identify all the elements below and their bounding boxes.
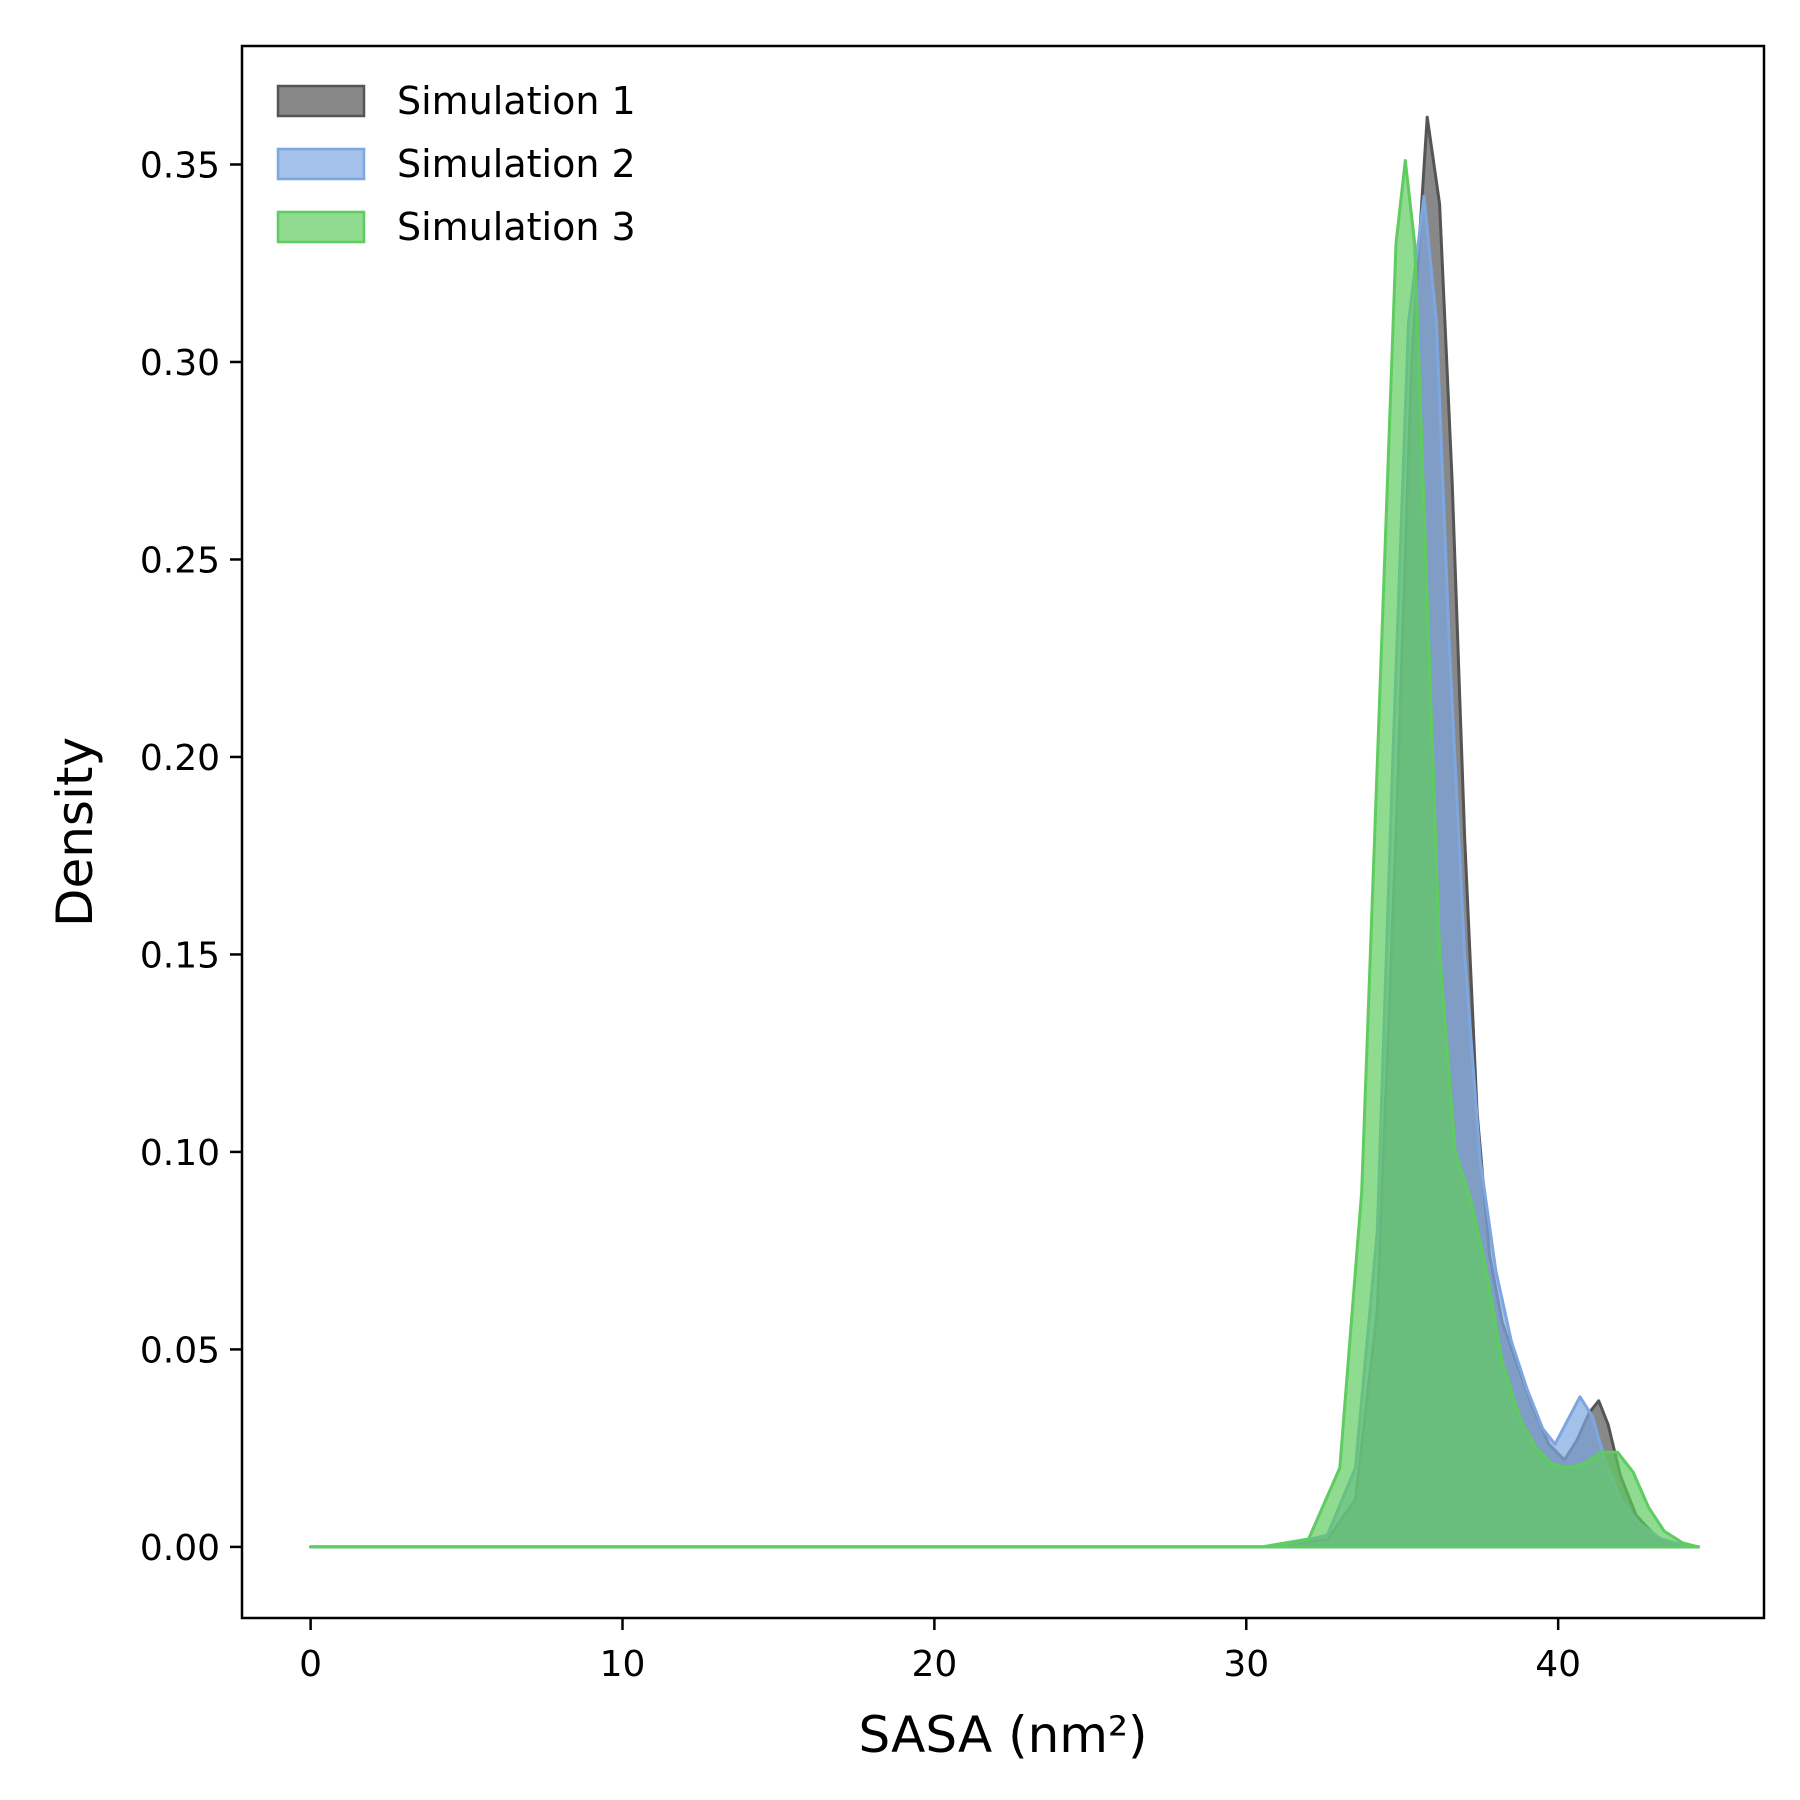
- y-tick-label: 0.00: [140, 1528, 220, 1569]
- x-tick-label: 0: [299, 1644, 322, 1685]
- y-tick-label: 0.15: [140, 935, 220, 976]
- series-layer: [309, 115, 1700, 1549]
- y-tick-label: 0.10: [140, 1133, 220, 1174]
- x-axis: 0 10 20 30 40: [299, 1618, 1581, 1685]
- y-tick-label: 0.05: [140, 1330, 220, 1371]
- legend-swatch-1: [276, 84, 366, 118]
- x-tick-label: 10: [600, 1644, 646, 1685]
- y-axis: 0.00 0.05 0.10 0.15 0.20 0.25 0.30 0.35: [140, 145, 242, 1569]
- y-tick-label: 0.20: [140, 738, 220, 779]
- legend: Simulation 1 Simulation 2 Simulation 3: [276, 79, 636, 249]
- legend-swatch-2: [276, 147, 366, 181]
- legend-swatch-3: [276, 210, 366, 244]
- x-axis-title: SASA (nm²): [858, 1706, 1147, 1764]
- x-tick-label: 20: [911, 1644, 957, 1685]
- y-tick-label: 0.35: [140, 145, 220, 186]
- x-tick-label: 40: [1535, 1644, 1581, 1685]
- y-axis-title: Density: [46, 737, 104, 927]
- legend-label-1: Simulation 1: [397, 79, 636, 123]
- legend-label-3: Simulation 3: [397, 205, 636, 249]
- x-tick-label: 30: [1223, 1644, 1269, 1685]
- y-tick-label: 0.30: [140, 343, 220, 384]
- series-area-3: [309, 159, 1700, 1549]
- y-tick-label: 0.25: [140, 540, 220, 581]
- plot-frame: [240, 44, 1766, 1620]
- legend-label-2: Simulation 2: [397, 142, 636, 186]
